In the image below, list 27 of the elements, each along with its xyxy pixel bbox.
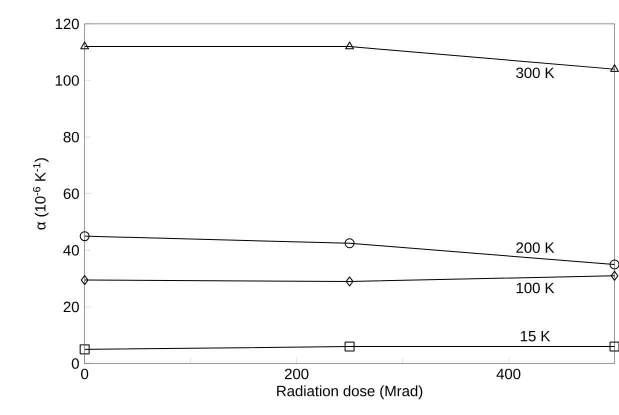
series-label: 100 K (516, 282, 554, 294)
point (344, 341, 355, 352)
point (345, 41, 354, 50)
series-label: 15 K (520, 330, 550, 342)
y-tick-label: 100 (56, 75, 79, 86)
y-tick-label: 120 (56, 18, 79, 30)
series-label: 200 K (516, 242, 554, 253)
point (610, 259, 619, 270)
point (344, 238, 355, 248)
y-tick-label: 40 (63, 244, 79, 256)
point (610, 270, 618, 281)
x-tick-label: 400 (496, 368, 520, 380)
point (80, 231, 90, 241)
point (80, 41, 90, 50)
x-tick-label: 0 (81, 368, 88, 380)
y-axis-title: α (10$^{-6}$ K$^{-1}$) (32, 158, 49, 230)
point (80, 344, 90, 354)
series-label: 300 K (516, 67, 554, 78)
y-tick-label: 60 (64, 188, 79, 199)
y-tick-label: 20 (64, 302, 79, 312)
x-axis-title: Radiation dose (Mrad) (277, 385, 422, 400)
x-tick-label: 200 (284, 368, 308, 380)
y-tick-label: 80 (64, 132, 79, 142)
y-tick-label: 0 (72, 358, 79, 369)
point (346, 276, 354, 286)
point (610, 64, 619, 72)
point (80, 274, 89, 285)
